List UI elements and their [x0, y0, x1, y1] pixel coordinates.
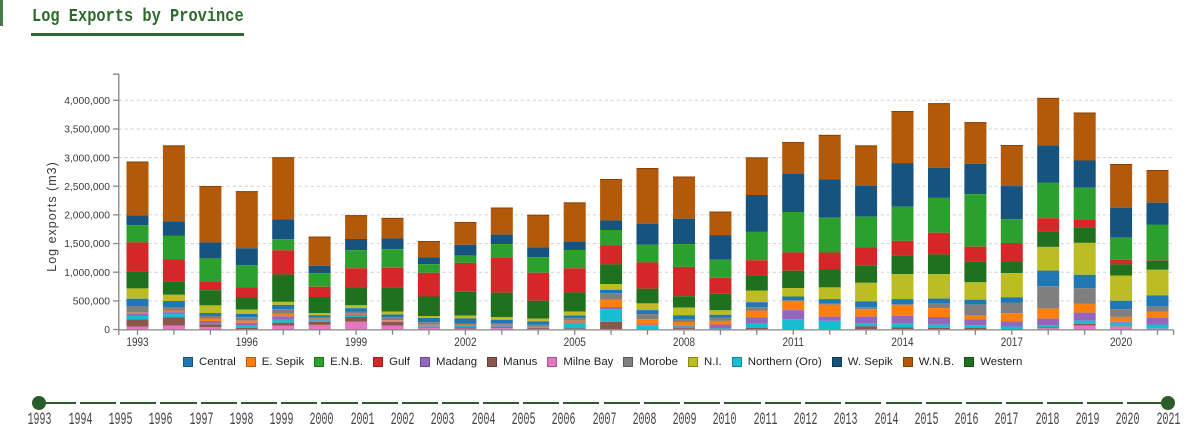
- svg-text:500,000: 500,000: [73, 297, 110, 308]
- svg-text:2002: 2002: [454, 336, 476, 349]
- svg-text:1993: 1993: [126, 336, 148, 349]
- svg-text:0: 0: [104, 325, 110, 336]
- svg-text:2011: 2011: [782, 336, 803, 349]
- svg-text:1996: 1996: [236, 336, 258, 349]
- svg-text:3,000,000: 3,000,000: [64, 153, 110, 164]
- svg-text:2008: 2008: [673, 336, 695, 349]
- svg-text:1,500,000: 1,500,000: [64, 239, 110, 250]
- svg-text:3,500,000: 3,500,000: [64, 125, 110, 136]
- svg-text:1,000,000: 1,000,000: [64, 268, 110, 279]
- svg-text:2020: 2020: [1110, 336, 1132, 349]
- svg-text:2005: 2005: [564, 336, 586, 349]
- svg-text:2014: 2014: [891, 336, 913, 349]
- svg-text:2017: 2017: [1001, 336, 1023, 349]
- svg-text:Log exports (m3): Log exports (m3): [45, 161, 59, 271]
- svg-text:2,000,000: 2,000,000: [64, 211, 110, 222]
- svg-text:4,000,000: 4,000,000: [64, 96, 110, 107]
- svg-text:2,500,000: 2,500,000: [64, 182, 110, 193]
- svg-text:1999: 1999: [345, 336, 367, 349]
